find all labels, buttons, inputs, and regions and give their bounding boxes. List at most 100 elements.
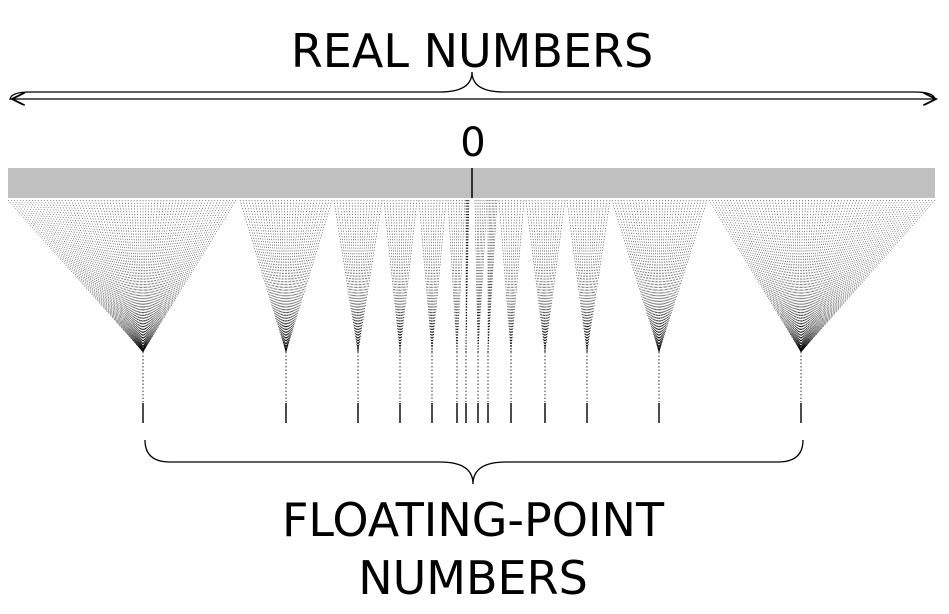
fan-line [586, 199, 602, 353]
fan-line [658, 199, 687, 353]
floating-point-brace [144, 439, 804, 485]
fan-line [708, 199, 802, 353]
fan-line [357, 199, 383, 353]
fan-line [586, 199, 608, 353]
fan-line [392, 199, 401, 353]
fan-line [285, 199, 321, 353]
fan-line [421, 199, 433, 353]
fan-line [658, 199, 666, 353]
fan-line [586, 199, 589, 353]
fan-line [647, 199, 660, 353]
fan-line [611, 199, 660, 353]
fan-line [142, 199, 222, 353]
fan-line [278, 199, 287, 353]
fan-line [142, 199, 207, 353]
fan-line [31, 199, 144, 353]
fan-line [142, 199, 198, 353]
fan-line [658, 199, 690, 353]
fan-line [800, 199, 921, 353]
fan-line [778, 199, 802, 353]
fan-line [800, 199, 869, 353]
real-numbers-label: REAL NUMBERS [291, 24, 653, 78]
real-numbers-brace [9, 71, 936, 101]
fan-line [28, 199, 144, 353]
fan-line [19, 199, 144, 353]
fan-line [285, 199, 297, 353]
fan-line [614, 199, 660, 353]
fan-line [399, 199, 415, 353]
fan-line [142, 199, 225, 353]
fan-line [632, 199, 660, 353]
fan-line [383, 199, 401, 353]
fan-line [245, 199, 287, 353]
fan-line [284, 199, 287, 353]
fan-line [800, 199, 866, 353]
fan-line [285, 199, 288, 353]
fan-line [272, 199, 287, 353]
fan-line [124, 199, 144, 353]
fan-line [142, 199, 216, 353]
fan-line [142, 199, 219, 353]
fan-line [585, 199, 588, 353]
fan-line [531, 199, 546, 353]
fan-line [399, 199, 403, 353]
fan-line [800, 199, 860, 353]
fan-line [582, 199, 588, 353]
fan-line [487, 199, 498, 353]
fan-line [269, 199, 287, 353]
fan-line [800, 199, 845, 353]
fan-line [544, 199, 566, 353]
fan-line [744, 199, 802, 353]
fan-line [800, 199, 815, 353]
fan-line [658, 199, 675, 353]
fan-line [34, 199, 144, 353]
fan-line [285, 199, 306, 353]
fan-line [784, 199, 802, 353]
fan-line [477, 199, 484, 353]
fan-line [430, 199, 433, 353]
fan-line [357, 199, 362, 353]
fan-line [142, 199, 150, 353]
fan-line [658, 199, 705, 353]
fan-line [800, 199, 903, 353]
fan-line [800, 199, 836, 353]
fan-line [142, 199, 162, 353]
fan-line [800, 199, 918, 353]
fan-line [285, 199, 303, 353]
fan-line [487, 199, 495, 353]
fan-line [658, 199, 702, 353]
fan-line [528, 199, 546, 353]
fan-line [586, 199, 592, 353]
fan-line [658, 199, 669, 353]
fan-line [781, 199, 802, 353]
fan-line [566, 199, 588, 353]
fan-line [142, 199, 159, 353]
fan-line [431, 199, 441, 353]
fan-line [629, 199, 660, 353]
fan-line [76, 199, 144, 353]
fan-line [106, 199, 144, 353]
fan-line [142, 199, 177, 353]
fan-line [285, 199, 300, 353]
fan-line [61, 199, 144, 353]
fan-line [787, 199, 802, 353]
fan-line [793, 199, 802, 353]
fan-line [756, 199, 802, 353]
zero-label: 0 [460, 120, 485, 166]
fan-line [537, 199, 546, 353]
fan-line [800, 199, 897, 353]
fan-line [623, 199, 660, 353]
fan-line [638, 199, 660, 353]
fan-line [800, 199, 842, 353]
fan-line [726, 199, 802, 353]
fan-line [800, 199, 857, 353]
fan-line [800, 199, 887, 353]
fan-line [82, 199, 144, 353]
fan-line [738, 199, 802, 353]
fan-line [285, 199, 324, 353]
fan-line [800, 199, 827, 353]
fan-line [118, 199, 144, 353]
fan-line [796, 199, 802, 353]
fan-line [800, 199, 930, 353]
